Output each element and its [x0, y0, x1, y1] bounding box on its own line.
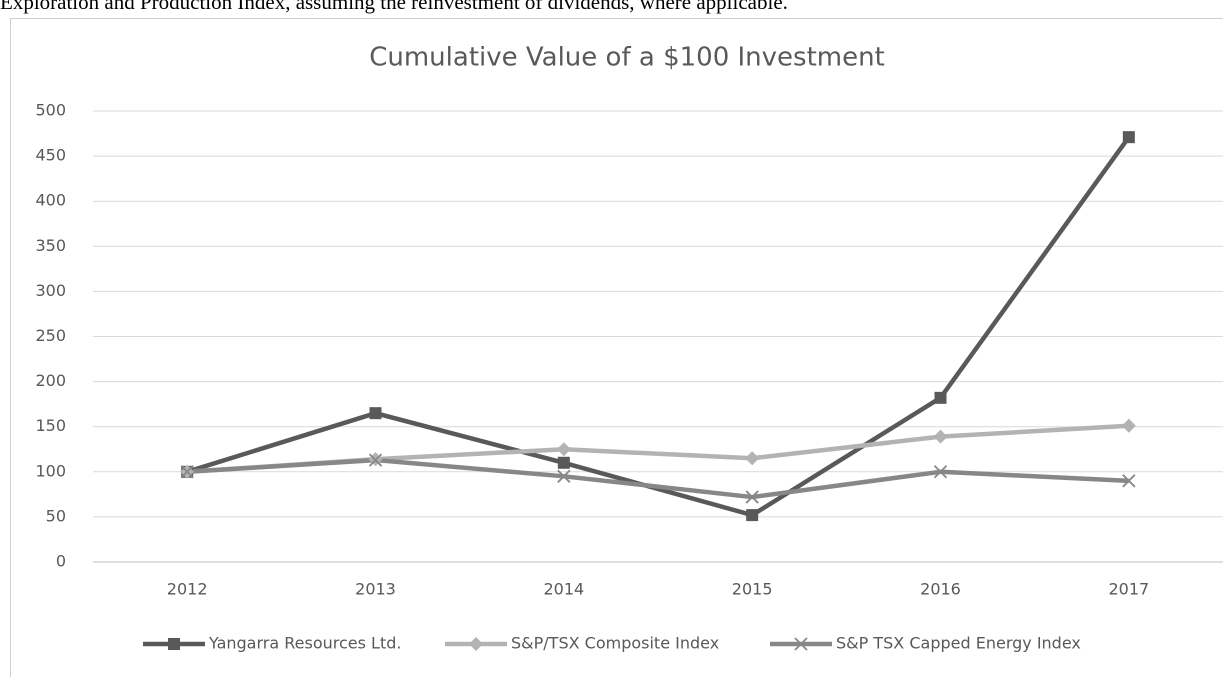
marker	[556, 442, 571, 457]
marker	[794, 637, 808, 651]
x-tick-label: 2015	[732, 580, 773, 599]
marker	[933, 465, 948, 479]
x-tick-label: 2013	[355, 580, 396, 599]
y-tick-label: 50	[46, 506, 66, 525]
chart-title: Cumulative Value of a $100 Investment	[369, 43, 885, 73]
y-tick-label: 100	[35, 461, 66, 480]
y-tick-label: 200	[35, 371, 66, 390]
marker	[557, 456, 570, 469]
legend-label: S&P TSX Capped Energy Index	[836, 634, 1081, 653]
y-tick-label: 150	[35, 416, 66, 435]
y-tick-label: 450	[35, 146, 66, 165]
marker	[1122, 474, 1136, 488]
marker	[168, 638, 180, 650]
series-line	[186, 135, 1131, 518]
marker	[745, 451, 760, 466]
marker	[1121, 418, 1136, 433]
context-text: Exploration and Production Index, assumi…	[0, 0, 788, 14]
marker	[180, 465, 194, 479]
x-tick-label: 2017	[1108, 580, 1149, 599]
y-tick-label: 350	[35, 236, 66, 255]
marker	[934, 391, 947, 404]
marker	[369, 407, 382, 420]
marker	[469, 637, 483, 651]
y-tick-label: 0	[56, 552, 66, 571]
marker	[557, 469, 571, 483]
marker	[933, 429, 948, 444]
series-line	[187, 457, 1129, 500]
x-tick-label: 2014	[543, 580, 584, 599]
x-tick-label: 2012	[167, 580, 208, 599]
x-tick-label: 2016	[920, 580, 961, 599]
y-tick-label: 250	[35, 326, 66, 345]
legend-label: Yangarra Resources Ltd.	[208, 634, 401, 653]
marker	[745, 490, 759, 504]
y-tick-label: 300	[35, 281, 66, 300]
y-tick-label: 500	[35, 101, 66, 120]
marker	[368, 453, 383, 467]
marker	[746, 509, 759, 522]
y-tick-label: 400	[35, 191, 66, 210]
legend-label: S&P/TSX Composite Index	[511, 634, 719, 653]
marker	[1122, 131, 1135, 144]
